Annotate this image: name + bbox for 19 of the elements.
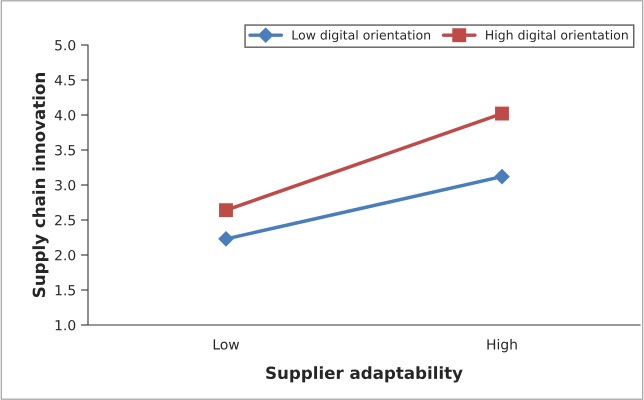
legend-label: High digital orientation <box>486 30 628 42</box>
point <box>495 106 509 121</box>
x-axis-title: Supplier adaptability <box>266 366 463 382</box>
point <box>219 203 233 218</box>
y-tick-label: 2.5 <box>55 214 75 226</box>
y-tick-label: 3.0 <box>55 180 76 190</box>
y-tick-label: 3.5 <box>55 144 75 156</box>
x-tick-label: High <box>487 338 517 352</box>
point <box>218 231 234 246</box>
y-tick-label: 4.5 <box>54 75 75 86</box>
y-tick-label: 4.0 <box>54 110 76 120</box>
y-tick-label: 1.0 <box>56 320 76 330</box>
point <box>494 169 510 184</box>
y-tick-label: 2.0 <box>55 250 76 260</box>
y-tick-label: 5.0 <box>55 40 76 50</box>
x-tick-label: Low <box>214 339 240 350</box>
y-tick-label: 1.5 <box>56 285 75 296</box>
legend-label: Low digital orientation <box>292 30 430 42</box>
y-axis-title: Supply chain innovation <box>32 73 49 298</box>
